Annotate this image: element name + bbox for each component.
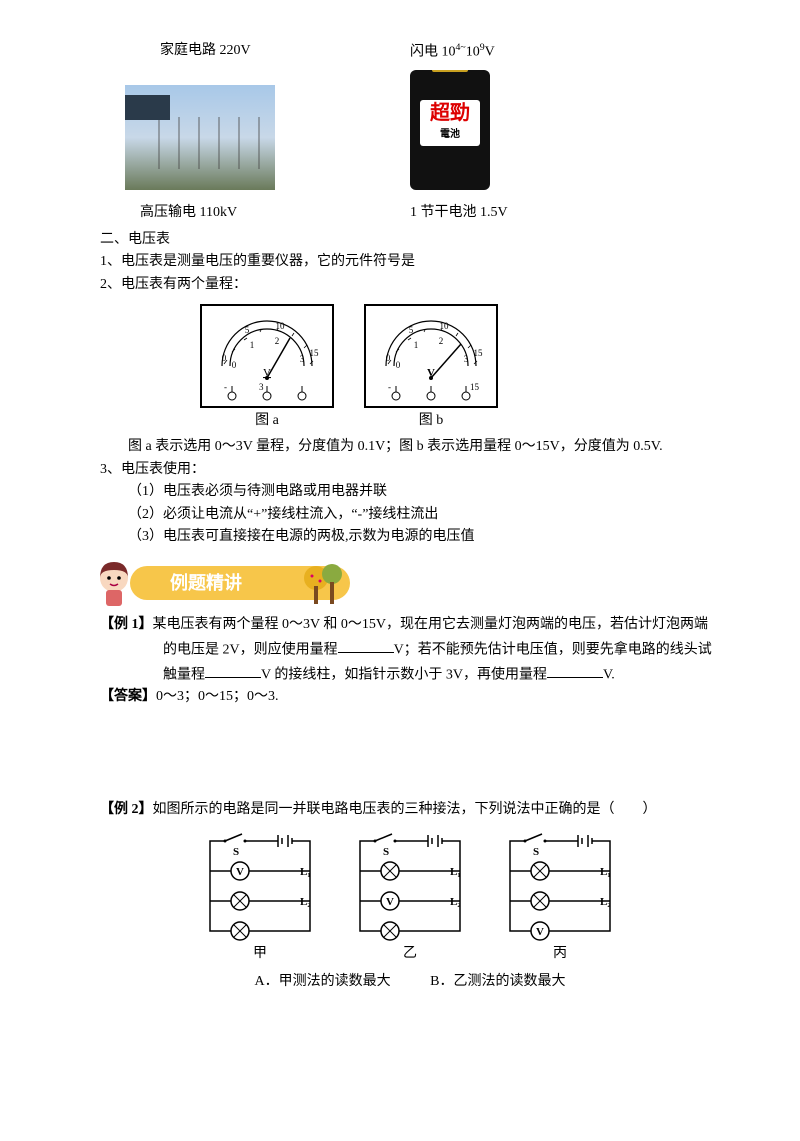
- svg-text:V: V: [427, 367, 435, 379]
- blank-3: [547, 662, 603, 678]
- svg-text:1: 1: [414, 340, 419, 350]
- svg-text:3: 3: [464, 354, 469, 364]
- circuit-captions: 甲 乙 丙: [100, 943, 720, 965]
- example-2: 【例 2】如图所示的电路是同一并联电路电压表的三种接法，下列说法中正确的是（ ）: [100, 799, 720, 821]
- option-a: A．甲测法的读数最大: [255, 971, 391, 993]
- svg-text:S: S: [383, 846, 389, 858]
- section-2-p3: 3、电压表使用：: [100, 459, 720, 481]
- usage-1: （1）电压表必须与待测电路或用电器并联: [100, 481, 720, 503]
- svg-text:-: -: [388, 382, 391, 392]
- tree-icon: [300, 556, 348, 608]
- image-row: 超勁 電池: [100, 70, 720, 198]
- battery-sub-text: 電池: [420, 124, 480, 146]
- fig-a-caption: 图 a: [200, 410, 334, 432]
- fig-b-caption: 图 b: [364, 410, 498, 432]
- home-circuit-label: 家庭电路 220V: [160, 40, 410, 64]
- svg-text:2: 2: [439, 336, 444, 346]
- svg-text:L₁: L₁: [600, 866, 611, 878]
- svg-text:0: 0: [232, 360, 237, 370]
- svg-text:3: 3: [259, 382, 264, 392]
- circuit-c: S L₁ L₂ V: [500, 831, 620, 941]
- ex1-text3: V 的接线柱，如指针示数小于 3V，再使用量程: [261, 667, 547, 682]
- lightning-mid: 10: [466, 45, 480, 60]
- svg-text:15: 15: [474, 348, 484, 358]
- usage-3: （3）电压表可直接接在电源的两极,示数为电源的电压值: [100, 526, 720, 548]
- blank-2: [205, 662, 261, 678]
- tower-caption: 高压输电 110kV: [140, 202, 410, 224]
- svg-text:5: 5: [245, 325, 250, 335]
- svg-text:V: V: [263, 367, 271, 379]
- ex2-label: 【例 2】: [100, 802, 153, 817]
- svg-text:V: V: [536, 926, 544, 938]
- power-tower-image: [125, 85, 275, 190]
- cap-c: 丙: [500, 943, 620, 965]
- image-captions: 高压输电 110kV 1 节干电池 1.5V: [100, 202, 720, 224]
- circuit-row: S V L₁ L₂ S: [100, 831, 720, 941]
- battery-brand-text: 超勁: [430, 102, 470, 124]
- ex1-text4: V.: [603, 667, 615, 682]
- cap-a: 甲: [200, 943, 320, 965]
- svg-text:15: 15: [310, 348, 320, 358]
- example-1: 【例 1】某电压表有两个量程 0～3V 和 0～15V，现在用它去测量灯泡两端的…: [100, 614, 720, 686]
- lightning-pre: 闪电 10: [410, 45, 456, 60]
- svg-text:5: 5: [409, 325, 414, 335]
- svg-text:L₂: L₂: [600, 896, 611, 908]
- ans-label: 【答案】: [100, 689, 156, 704]
- svg-text:L₁: L₁: [450, 866, 461, 878]
- option-b: B．乙测法的读数最大: [430, 971, 565, 993]
- battery-brand: 超勁 電池: [420, 100, 480, 146]
- voltmeter-b: 051015 0123 V - 15: [364, 304, 498, 408]
- ex1-label: 【例 1】: [100, 617, 153, 632]
- ex2-text: 如图所示的电路是同一并联电路电压表的三种接法，下列说法中正确的是（ ）: [153, 802, 657, 817]
- circuit-a: S V L₁ L₂: [200, 831, 320, 941]
- top-labels: 家庭电路 220V 闪电 104~109V: [100, 40, 720, 64]
- circuit-b: S L₁ V L₂: [350, 831, 470, 941]
- lightning-sup1: 4~: [456, 42, 466, 53]
- svg-text:L₁: L₁: [300, 866, 311, 878]
- svg-text:L₂: L₂: [450, 896, 461, 908]
- lightning-post: V: [485, 45, 495, 60]
- svg-text:15: 15: [470, 382, 480, 392]
- svg-text:S: S: [533, 846, 539, 858]
- voltmeter-b-svg: 051015 0123 V - 15: [366, 306, 496, 406]
- battery-caption: 1 节干电池 1.5V: [410, 202, 508, 224]
- svg-text:V: V: [236, 866, 244, 878]
- section-2-title: 二、电压表: [100, 229, 720, 251]
- section-2-p2: 2、电压表有两个量程：: [100, 274, 720, 296]
- ans-text: 0～3；0～15；0～3.: [156, 689, 279, 704]
- options-row: A．甲测法的读数最大 B．乙测法的读数最大: [100, 971, 720, 993]
- svg-text:-: -: [224, 382, 227, 392]
- voltmeter-a: 051015 0123 V - 3: [200, 304, 334, 408]
- usage-2: （2）必须让电流从“+”接线柱流入，“-”接线柱流出: [100, 504, 720, 526]
- girl-icon: [90, 556, 138, 608]
- voltmeter-a-svg: 051015 0123 V - 3: [202, 306, 332, 406]
- cap-b: 乙: [350, 943, 470, 965]
- svg-text:L₂: L₂: [300, 896, 311, 908]
- svg-text:1: 1: [250, 340, 255, 350]
- lightning-label: 闪电 104~109V: [410, 40, 590, 64]
- section-2-p1: 1、电压表是测量电压的重要仪器，它的元件符号是: [100, 251, 720, 273]
- example-banner: 例题精讲: [90, 556, 720, 608]
- svg-text:3: 3: [300, 354, 305, 364]
- example-1-answer: 【答案】0～3；0～15；0～3.: [100, 686, 720, 708]
- blank-1: [338, 637, 394, 653]
- voltmeter-desc: 图 a 表示选用 0～3V 量程，分度值为 0.1V；图 b 表示选用量程 0～…: [100, 436, 720, 458]
- svg-text:0: 0: [396, 360, 401, 370]
- voltmeter-captions: 图 a 图 b: [200, 410, 720, 432]
- svg-text:S: S: [233, 846, 239, 858]
- battery-image: 超勁 電池: [410, 70, 490, 190]
- voltmeter-row: 051015 0123 V - 3: [200, 304, 720, 408]
- svg-text:2: 2: [275, 336, 280, 346]
- svg-text:V: V: [386, 896, 394, 908]
